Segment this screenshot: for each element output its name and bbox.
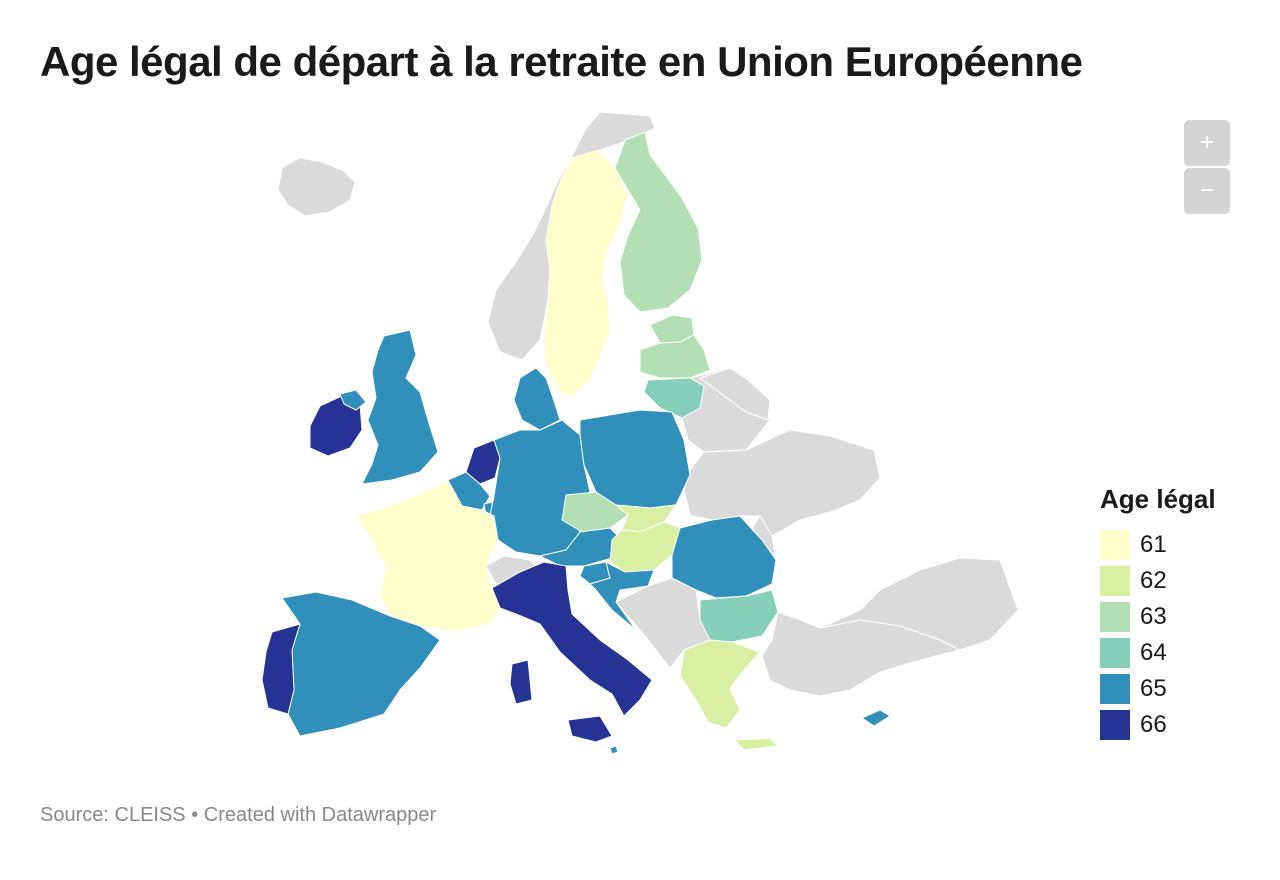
- country-iceland[interactable]: [277, 157, 356, 217]
- country-czechia[interactable]: [561, 491, 629, 533]
- country-romania[interactable]: [671, 515, 777, 599]
- legend-label: 61: [1140, 531, 1167, 558]
- datawrapper-credit-link[interactable]: Created with Datawrapper: [203, 804, 437, 826]
- legend-item-61: 61: [1100, 527, 1216, 563]
- legend-swatch: [1100, 602, 1130, 632]
- country-croatia[interactable]: [589, 561, 655, 631]
- country-norway[interactable]: [487, 111, 656, 361]
- legend: Age légal 61 62 63 64 65 66: [1100, 484, 1216, 743]
- country-turkey[interactable]: [761, 611, 961, 697]
- legend-item-66: 66: [1100, 707, 1216, 743]
- choropleth-map[interactable]: [0, 100, 1080, 780]
- country-portugal[interactable]: [261, 623, 301, 715]
- map-title: Age légal de départ à la retraite en Uni…: [40, 38, 1083, 85]
- zoom-in-button[interactable]: +: [1184, 120, 1230, 166]
- footer: Source: CLEISS • Created with Datawrappe…: [40, 804, 436, 827]
- legend-swatch: [1100, 566, 1130, 596]
- legend-swatch: [1100, 530, 1130, 560]
- legend-item-64: 64: [1100, 635, 1216, 671]
- country-lithuania[interactable]: [643, 377, 705, 419]
- legend-label: 65: [1140, 675, 1167, 702]
- europe-map-svg[interactable]: [0, 100, 1080, 780]
- country-greece[interactable]: [679, 639, 779, 751]
- country-bulgaria[interactable]: [699, 589, 779, 643]
- country-sweden[interactable]: [543, 149, 629, 399]
- legend-item-63: 63: [1100, 599, 1216, 635]
- legend-swatch: [1100, 710, 1130, 740]
- legend-label: 64: [1140, 639, 1167, 666]
- plus-icon: +: [1199, 129, 1214, 156]
- legend-item-62: 62: [1100, 563, 1216, 599]
- legend-title: Age légal: [1100, 484, 1216, 514]
- source-prefix: Source:: [40, 804, 109, 826]
- country-united-kingdom[interactable]: [339, 329, 439, 485]
- country-germany[interactable]: [489, 419, 591, 557]
- country-denmark[interactable]: [513, 367, 561, 431]
- minus-icon: −: [1199, 177, 1214, 204]
- zoom-out-button[interactable]: −: [1184, 168, 1230, 214]
- country-finland[interactable]: [614, 131, 703, 313]
- country-latvia[interactable]: [639, 334, 711, 379]
- legend-label: 62: [1140, 567, 1167, 594]
- country-france[interactable]: [355, 479, 501, 633]
- footer-separator: •: [191, 804, 199, 826]
- country-italy[interactable]: [491, 561, 653, 743]
- legend-item-65: 65: [1100, 671, 1216, 707]
- source-link[interactable]: CLEISS: [114, 804, 186, 826]
- legend-swatch: [1100, 674, 1130, 704]
- country-malta[interactable]: [609, 745, 619, 755]
- country-hungary[interactable]: [609, 521, 681, 573]
- legend-swatch: [1100, 638, 1130, 668]
- country-cyprus[interactable]: [861, 709, 891, 727]
- legend-label: 63: [1140, 603, 1167, 630]
- legend-label: 66: [1140, 711, 1167, 738]
